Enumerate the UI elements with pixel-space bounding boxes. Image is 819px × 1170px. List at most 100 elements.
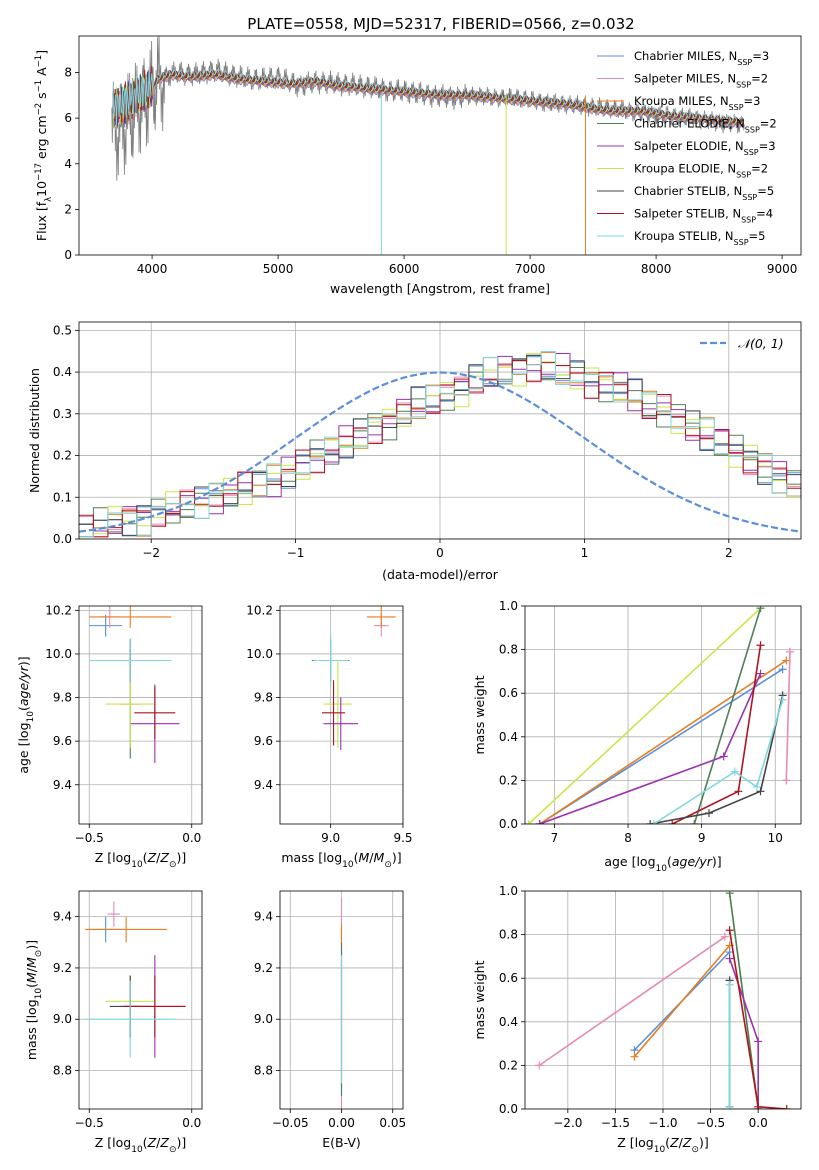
y-tick-label: 9.2 — [53, 961, 72, 975]
x-axis-label: mass [log10(M/M⊙)] — [281, 850, 401, 870]
plot-area — [525, 606, 801, 824]
weight-marker — [719, 752, 728, 761]
y-tick-label: 10.0 — [45, 647, 72, 661]
y-axis-label: age [log10(age/yr)] — [16, 656, 36, 773]
residual-histogram-7 — [79, 359, 801, 538]
weight-marker — [525, 820, 533, 824]
y-tick-label: 4 — [64, 157, 72, 171]
x-tick-label: 5000 — [263, 262, 294, 276]
y-tick-label: 8.8 — [53, 1064, 72, 1078]
weight-marker — [720, 932, 729, 941]
y-tick-label: 9.0 — [53, 1012, 72, 1026]
x-tick-label: 0.0 — [182, 1116, 201, 1130]
y-tick-label: 0.5 — [53, 323, 72, 337]
x-tick-label: 0.05 — [379, 1116, 406, 1130]
y-tick-label: 0.8 — [499, 643, 518, 657]
axes-frame — [524, 890, 802, 1110]
legend-entry: 𝒩(0, 1) — [738, 336, 784, 351]
weight-marker — [725, 954, 734, 963]
y-tick-label: 10.2 — [246, 603, 273, 617]
spectrum-legend: Chabrier MILES, NSSP=3 Salpeter MILES, NS… — [597, 49, 777, 247]
weight-marker — [782, 1105, 791, 1109]
y-tick-label: 9.4 — [53, 910, 72, 924]
x-axis-label: Z [log10(Z/Z⊙)] — [95, 1135, 187, 1155]
y-tick-label: 10.0 — [246, 647, 273, 661]
weight-marker — [754, 1037, 763, 1046]
x-tick-label: 10 — [768, 831, 783, 845]
y-tick-label: 9.4 — [254, 910, 273, 924]
x-axis-label: Z [log10(Z/Z⊙)] — [617, 1135, 709, 1155]
plot-area — [280, 891, 403, 1109]
x-axis-label: wavelength [Angstrom, rest frame] — [330, 281, 550, 296]
x-tick-label: 2 — [725, 546, 733, 560]
legend-entry: Salpeter STELIB, NSSP=4 — [634, 207, 773, 225]
panel-mass-vs-ebv: −0.05 0.00 0.05 8.8 9.0 9.2 9.4 E(B-V) — [254, 890, 406, 1150]
weight-line-1 — [538, 936, 726, 1067]
y-tick-label: 9.6 — [254, 734, 273, 748]
x-tick-label: −1.0 — [648, 1116, 677, 1130]
y-axis-label: mass weight — [472, 675, 487, 754]
y-tick-label: 0.6 — [499, 686, 518, 700]
y-tick-label: 0.4 — [499, 730, 518, 744]
y-axis-label: mass [log10(M/M⊙)] — [24, 940, 44, 1060]
y-axis-label: Flux [fλ10−17 erg cm−2 s−1 A−1] — [34, 50, 54, 241]
model-spectrum-8 — [112, 66, 745, 126]
x-axis-label: age [log10(age/yr)] — [604, 854, 721, 874]
y-tick-label: 0.4 — [499, 1015, 518, 1029]
y-tick-label: 9.4 — [254, 778, 273, 792]
y-tick-label: 0.0 — [53, 532, 72, 546]
weight-marker — [778, 695, 787, 704]
x-tick-label: 8 — [624, 831, 632, 845]
legend-entry: Chabrier MILES, NSSP=3 — [634, 49, 769, 67]
panel-weights-vs-Z: −2.0 −1.5 −1.0 −0.5 0.0 0.0 0.2 0.4 0.6 0.8 1.0 Z [… — [472, 884, 802, 1155]
weight-marker — [756, 787, 765, 796]
weight-marker — [756, 641, 765, 650]
axes-frame — [78, 890, 203, 1110]
y-tick-label: 0.2 — [499, 773, 518, 787]
y-tick-label: 0 — [64, 248, 72, 262]
panel-spectrum: 4000 5000 6000 7000 8000 9000 0 2 4 6 8 Chabrier MI… — [34, 35, 802, 296]
y-tick-label: 0.1 — [53, 490, 72, 504]
y-tick-label: 0.4 — [53, 365, 72, 379]
weight-line-5 — [528, 607, 762, 824]
weight-marker — [730, 767, 739, 776]
plot-area — [111, 36, 745, 255]
legend-entry: Chabrier STELIB, NSSP=5 — [634, 184, 774, 202]
plot-area — [79, 891, 202, 1109]
y-tick-label: 0.6 — [499, 971, 518, 985]
weight-marker — [535, 820, 544, 824]
weight-marker — [705, 809, 713, 818]
axes-frame — [78, 35, 802, 256]
weight-line-2 — [633, 944, 731, 1058]
residual-histogram-4 — [79, 353, 801, 534]
x-tick-label: −1.5 — [601, 1116, 630, 1130]
x-tick-label: 6000 — [389, 262, 420, 276]
x-tick-label: −2.0 — [553, 1116, 582, 1130]
x-tick-label: 7000 — [515, 262, 546, 276]
y-tick-label: 10.2 — [45, 603, 72, 617]
y-tick-label: 2 — [64, 202, 72, 216]
normal-reference-curve — [79, 371, 801, 533]
x-axis-label: (data-model)/error — [382, 567, 499, 582]
y-tick-label: 0.2 — [499, 1058, 518, 1072]
x-tick-label: 8000 — [641, 262, 672, 276]
x-tick-label: 9.0 — [321, 831, 340, 845]
legend-entry: Salpeter ELODIE, NSSP=3 — [634, 139, 776, 157]
x-axis-label: E(B-V) — [322, 1135, 361, 1150]
x-tick-label: 9000 — [767, 262, 798, 276]
weight-marker — [756, 669, 765, 678]
weight-line-6 — [649, 695, 784, 824]
residual-histogram-8 — [79, 351, 801, 538]
plot-area — [79, 606, 202, 824]
weight-marker — [690, 820, 699, 824]
panel-weights-vs-age: 7 8 9 10 0.0 0.2 0.4 0.6 0.8 1.0 age [log10(age/yr… — [472, 599, 802, 874]
axes-frame — [78, 605, 203, 825]
weight-marker — [646, 820, 655, 824]
y-tick-label: 0.3 — [53, 407, 72, 421]
axes-frame — [279, 890, 404, 1110]
weight-line-3 — [693, 607, 762, 824]
x-tick-label: 7 — [551, 831, 559, 845]
panel-age-vs-mass: 9.0 9.5 9.4 9.6 9.8 10.0 10.2 mass [log10(M/M⊙)… — [246, 603, 412, 870]
x-tick-label: 4000 — [137, 262, 168, 276]
